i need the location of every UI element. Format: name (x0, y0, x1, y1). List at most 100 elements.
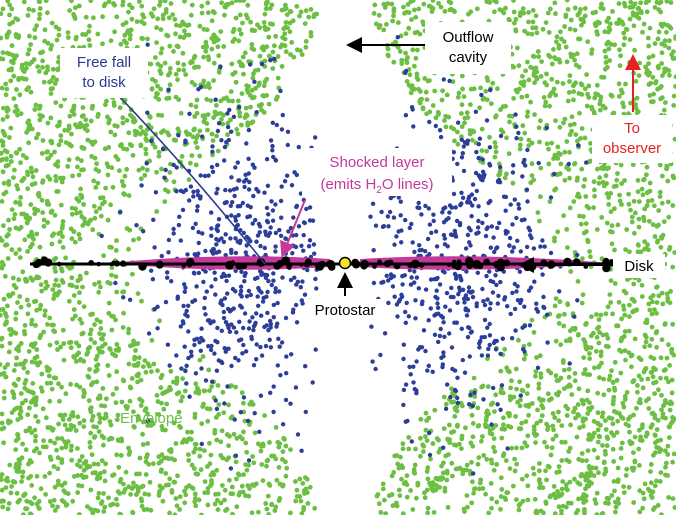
envelope-particle (0, 412, 4, 417)
envelope-particle (3, 365, 8, 370)
envelope-particle (19, 305, 24, 310)
envelope-particle (57, 33, 62, 38)
infall-particle (155, 305, 159, 309)
envelope-particle (549, 396, 554, 401)
envelope-particle (4, 87, 9, 92)
infall-particle (285, 174, 289, 178)
infall-particle (303, 364, 307, 368)
infall-particle (263, 246, 267, 250)
envelope-particle (522, 131, 527, 136)
envelope-particle (240, 91, 245, 96)
envelope-particle (660, 337, 665, 342)
infall-particle (223, 145, 227, 149)
envelope-particle (524, 419, 529, 424)
envelope-particle (80, 285, 85, 290)
envelope-particle (26, 13, 31, 18)
envelope-particle (115, 417, 120, 422)
infall-particle (223, 296, 227, 300)
infall-particle (181, 321, 185, 325)
infall-particle (187, 112, 191, 116)
envelope-particle (503, 6, 508, 11)
infall-particle (393, 295, 397, 299)
envelope-particle (1, 169, 6, 174)
envelope-particle (427, 78, 432, 83)
infall-particle (225, 291, 229, 295)
envelope-particle (629, 364, 634, 369)
envelope-particle (92, 322, 97, 327)
envelope-particle (10, 207, 15, 212)
envelope-particle (667, 24, 672, 29)
infall-particle (523, 324, 527, 328)
infall-particle (549, 195, 553, 199)
infall-particle (271, 155, 275, 159)
envelope-particle (546, 162, 551, 167)
envelope-particle (436, 1, 441, 6)
envelope-particle (444, 402, 449, 407)
infall-particle (269, 322, 273, 326)
envelope-particle (41, 406, 46, 411)
envelope-particle (183, 72, 188, 77)
envelope-particle (44, 0, 49, 3)
envelope-particle (108, 202, 113, 207)
infall-particle (243, 311, 247, 315)
envelope-particle (659, 355, 664, 360)
envelope-particle (25, 506, 30, 511)
envelope-particle (144, 472, 149, 477)
envelope-particle (203, 49, 208, 54)
envelope-particle (183, 389, 188, 394)
infall-particle (461, 196, 465, 200)
envelope-particle (628, 0, 633, 5)
envelope-particle (236, 132, 241, 137)
envelope-particle (174, 381, 179, 386)
envelope-particle (555, 145, 560, 150)
infall-particle (290, 251, 294, 255)
envelope-particle (274, 97, 279, 102)
infall-particle (508, 236, 512, 240)
envelope-particle (425, 97, 430, 102)
infall-particle (172, 231, 176, 235)
envelope-particle (243, 493, 248, 498)
infall-particle (213, 277, 217, 281)
envelope-particle (270, 66, 275, 71)
envelope-particle (256, 68, 261, 73)
envelope-particle (527, 342, 532, 347)
envelope-particle (28, 202, 33, 207)
infall-particle (179, 366, 183, 370)
infall-particle (247, 237, 251, 241)
envelope-particle (127, 193, 132, 198)
infall-particle (236, 358, 240, 362)
envelope-particle (271, 50, 276, 55)
envelope-particle (621, 484, 626, 489)
envelope-particle (395, 504, 400, 509)
infall-particle (446, 244, 450, 248)
envelope-particle (665, 452, 670, 457)
infall-particle (200, 231, 204, 235)
envelope-particle (604, 42, 609, 47)
envelope-particle (281, 449, 286, 454)
envelope-particle (267, 440, 272, 445)
envelope-particle (97, 331, 102, 336)
envelope-particle (394, 453, 399, 458)
envelope-particle (30, 398, 35, 403)
envelope-particle (217, 70, 222, 75)
envelope-particle (169, 447, 174, 452)
infall-particle (281, 113, 285, 117)
envelope-particle (96, 112, 101, 117)
envelope-particle (525, 114, 530, 119)
envelope-particle (526, 498, 531, 503)
envelope-particle (555, 229, 560, 234)
envelope-particle (94, 364, 99, 369)
envelope-particle (126, 331, 131, 336)
infall-particle (468, 228, 472, 232)
infall-particle (475, 304, 479, 308)
infall-particle (246, 204, 250, 208)
envelope-particle (101, 435, 106, 440)
infall-particle (279, 234, 283, 238)
envelope-particle (665, 296, 670, 301)
envelope-particle (390, 492, 395, 497)
envelope-particle (449, 7, 454, 12)
envelope-particle (58, 133, 63, 138)
infall-particle (510, 291, 514, 295)
envelope-particle (259, 449, 264, 454)
envelope-particle (568, 446, 573, 451)
